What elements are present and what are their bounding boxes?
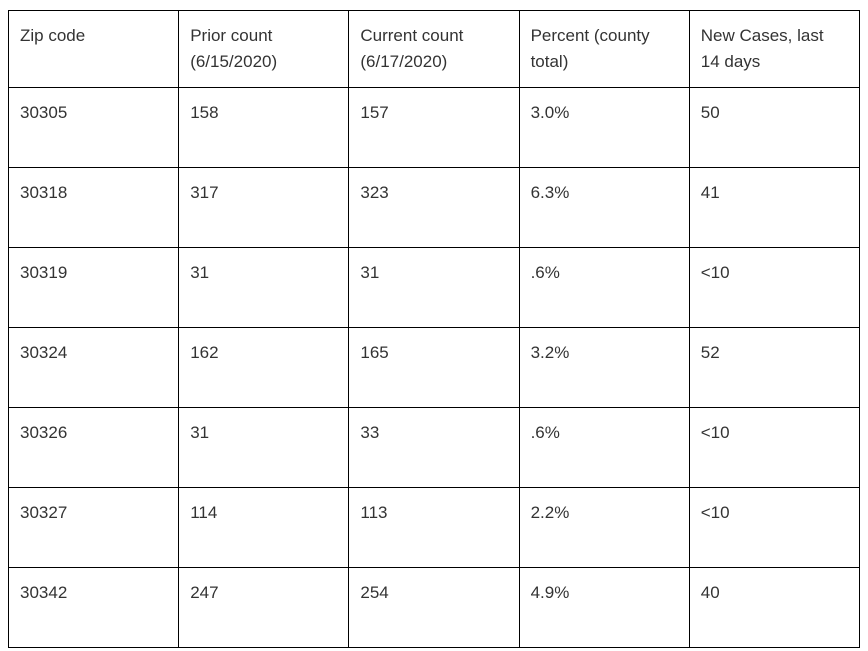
cell-current-count: 254 xyxy=(348,567,520,648)
cell-prior-count: 31 xyxy=(178,407,350,488)
cell-zip-code: 30318 xyxy=(7,167,180,248)
cell-prior-count: 317 xyxy=(178,167,350,248)
table-row: 30342 247 254 4.9% 40 xyxy=(7,567,861,648)
table-row: 30305 158 157 3.0% 50 xyxy=(7,87,861,168)
cell-prior-count: 158 xyxy=(178,87,350,168)
table-row: 30327 114 113 2.2% <10 xyxy=(7,487,861,568)
cell-current-count: 157 xyxy=(348,87,520,168)
cell-percent: 4.9% xyxy=(518,567,690,648)
cell-zip-code: 30305 xyxy=(7,87,180,168)
cell-new-cases: <10 xyxy=(688,487,861,568)
cell-new-cases: <10 xyxy=(688,247,861,328)
table-header-row: Zip code Prior count (6/15/2020) Current… xyxy=(7,10,861,88)
table-row: 30319 31 31 .6% <10 xyxy=(7,247,861,328)
cell-new-cases: <10 xyxy=(688,407,861,488)
cell-percent: 2.2% xyxy=(518,487,690,568)
cell-zip-code: 30319 xyxy=(7,247,180,328)
cell-zip-code: 30327 xyxy=(7,487,180,568)
zip-code-case-table: Zip code Prior count (6/15/2020) Current… xyxy=(7,10,861,648)
cell-prior-count: 162 xyxy=(178,327,350,408)
cell-percent: 3.2% xyxy=(518,327,690,408)
table-row: 30324 162 165 3.2% 52 xyxy=(7,327,861,408)
col-header-percent: Percent (county total) xyxy=(518,10,690,88)
cell-zip-code: 30324 xyxy=(7,327,180,408)
cell-new-cases: 52 xyxy=(688,327,861,408)
table-row: 30326 31 33 .6% <10 xyxy=(7,407,861,488)
cell-current-count: 323 xyxy=(348,167,520,248)
col-header-prior-count: Prior count (6/15/2020) xyxy=(178,10,350,88)
cell-current-count: 165 xyxy=(348,327,520,408)
col-header-current-count: Current count (6/17/2020) xyxy=(348,10,520,88)
cell-percent: 3.0% xyxy=(518,87,690,168)
cell-new-cases: 41 xyxy=(688,167,861,248)
cell-prior-count: 114 xyxy=(178,487,350,568)
cell-new-cases: 40 xyxy=(688,567,861,648)
cell-percent: 6.3% xyxy=(518,167,690,248)
cell-percent: .6% xyxy=(518,247,690,328)
cell-current-count: 31 xyxy=(348,247,520,328)
cell-zip-code: 30342 xyxy=(7,567,180,648)
cell-current-count: 113 xyxy=(348,487,520,568)
cell-zip-code: 30326 xyxy=(7,407,180,488)
cell-current-count: 33 xyxy=(348,407,520,488)
col-header-zip-code: Zip code xyxy=(7,10,180,88)
cell-percent: .6% xyxy=(518,407,690,488)
col-header-new-cases: New Cases, last 14 days xyxy=(688,10,861,88)
cell-prior-count: 31 xyxy=(178,247,350,328)
cell-prior-count: 247 xyxy=(178,567,350,648)
table-row: 30318 317 323 6.3% 41 xyxy=(7,167,861,248)
cell-new-cases: 50 xyxy=(688,87,861,168)
